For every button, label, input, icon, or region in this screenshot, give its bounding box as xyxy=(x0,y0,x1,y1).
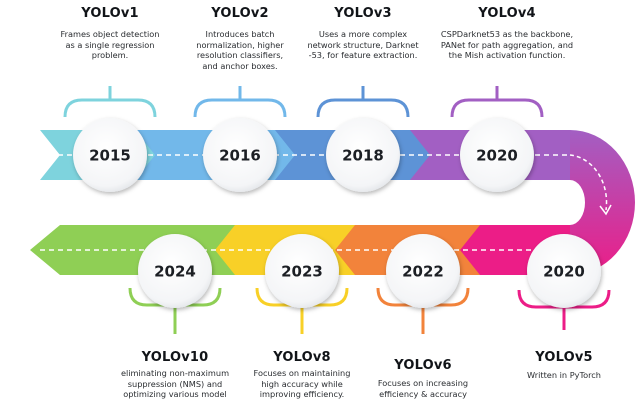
svg-text:2020: 2020 xyxy=(476,147,518,165)
milestone-label-yolov5: YOLOv5 Written in PyTorch xyxy=(514,350,614,381)
version-title: YOLOv2 xyxy=(211,6,269,21)
year-disc-2018: 2018 xyxy=(326,118,400,192)
year-disc-2020-top: 2020 xyxy=(460,118,534,192)
band-curve xyxy=(570,130,635,275)
version-title: YOLOv8 xyxy=(273,350,331,365)
version-description: Introduces batch normalization, higher r… xyxy=(196,29,284,71)
svg-text:2015: 2015 xyxy=(89,147,131,165)
version-description: Focuses on increasing efficiency & accur… xyxy=(377,378,469,399)
curve-dashed-path xyxy=(569,154,608,211)
curve-arrow-head xyxy=(599,204,612,216)
milestone-label-yolov1: YOLOv1 Frames object detection as a sing… xyxy=(50,6,170,61)
milestone-label-yolov10: YOLOv10 eliminating non-maximum suppress… xyxy=(105,350,245,400)
svg-text:2022: 2022 xyxy=(402,263,444,281)
version-title: YOLOv10 xyxy=(141,350,209,365)
version-description: CSPDarknet53 as the backbone, PANet for … xyxy=(440,29,574,60)
svg-text:2020: 2020 xyxy=(543,263,585,281)
svg-text:2023: 2023 xyxy=(281,263,323,281)
connector-2015 xyxy=(63,86,157,118)
svg-text:2024: 2024 xyxy=(154,263,196,281)
version-description: Uses a more complex network structure, D… xyxy=(307,29,419,60)
milestone-label-yolov2: YOLOv2 Introduces batch normalization, h… xyxy=(175,6,305,71)
milestone-label-yolov3: YOLOv3 Uses a more complex network struc… xyxy=(293,6,433,61)
version-title: YOLOv4 xyxy=(478,6,536,21)
year-disc-2015: 2015 xyxy=(73,118,147,192)
milestone-label-yolov8: YOLOv8 Focuses on maintaining high accur… xyxy=(237,350,367,400)
year-disc-2016: 2016 xyxy=(203,118,277,192)
version-title: YOLOv3 xyxy=(334,6,392,21)
version-title: YOLOv1 xyxy=(81,6,139,21)
version-description: Focuses on maintaining high accuracy whi… xyxy=(253,368,351,399)
svg-text:2016: 2016 xyxy=(219,147,261,165)
year-disc-2023: 2023 xyxy=(265,234,339,308)
connector-2020-top xyxy=(450,86,544,118)
year-disc-2024: 2024 xyxy=(138,234,212,308)
milestone-label-yolov6: YOLOv6 Focuses on increasing efficiency … xyxy=(360,358,486,399)
connector-2016 xyxy=(193,86,287,118)
version-title: YOLOv5 xyxy=(535,350,593,365)
svg-text:2018: 2018 xyxy=(342,147,384,165)
version-title: YOLOv6 xyxy=(394,358,452,373)
year-disc-2022: 2022 xyxy=(386,234,460,308)
version-description: Frames object detection as a single regr… xyxy=(60,29,160,60)
year-disc-2020-bottom: 2020 xyxy=(527,234,601,308)
version-description: eliminating non-maximum suppression (NMS… xyxy=(120,368,230,399)
milestone-label-yolov4: YOLOv4 CSPDarknet53 as the backbone, PAN… xyxy=(427,6,587,61)
version-description: Written in PyTorch xyxy=(527,370,601,380)
connector-2018 xyxy=(316,86,410,118)
